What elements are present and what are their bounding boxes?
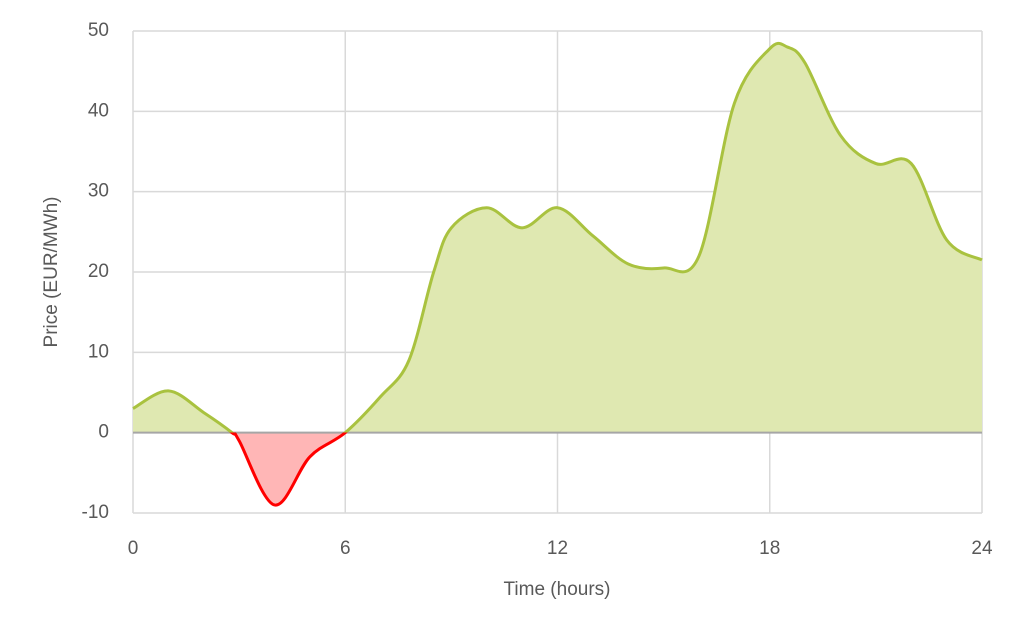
x-tick-label: 0 [128,538,139,559]
y-tick-label: 40 [88,100,109,121]
line [132,41,983,507]
y-tick-label: 30 [88,181,109,202]
area [133,43,982,506]
y-axis-label: Price (EUR/MWh) [41,197,62,348]
x-tick-label: 6 [340,538,351,559]
y-tick-label: -10 [82,502,109,523]
y-tick-label: 50 [88,20,109,41]
x-axis-label: Time (hours) [504,579,611,600]
x-tick-label: 24 [971,538,993,559]
y-tick-label: 10 [88,341,109,362]
y-tick-label: 20 [88,261,109,282]
x-tick-label: 18 [759,538,780,559]
y-tick-label: 0 [98,422,109,443]
x-tick-label: 12 [547,538,568,559]
